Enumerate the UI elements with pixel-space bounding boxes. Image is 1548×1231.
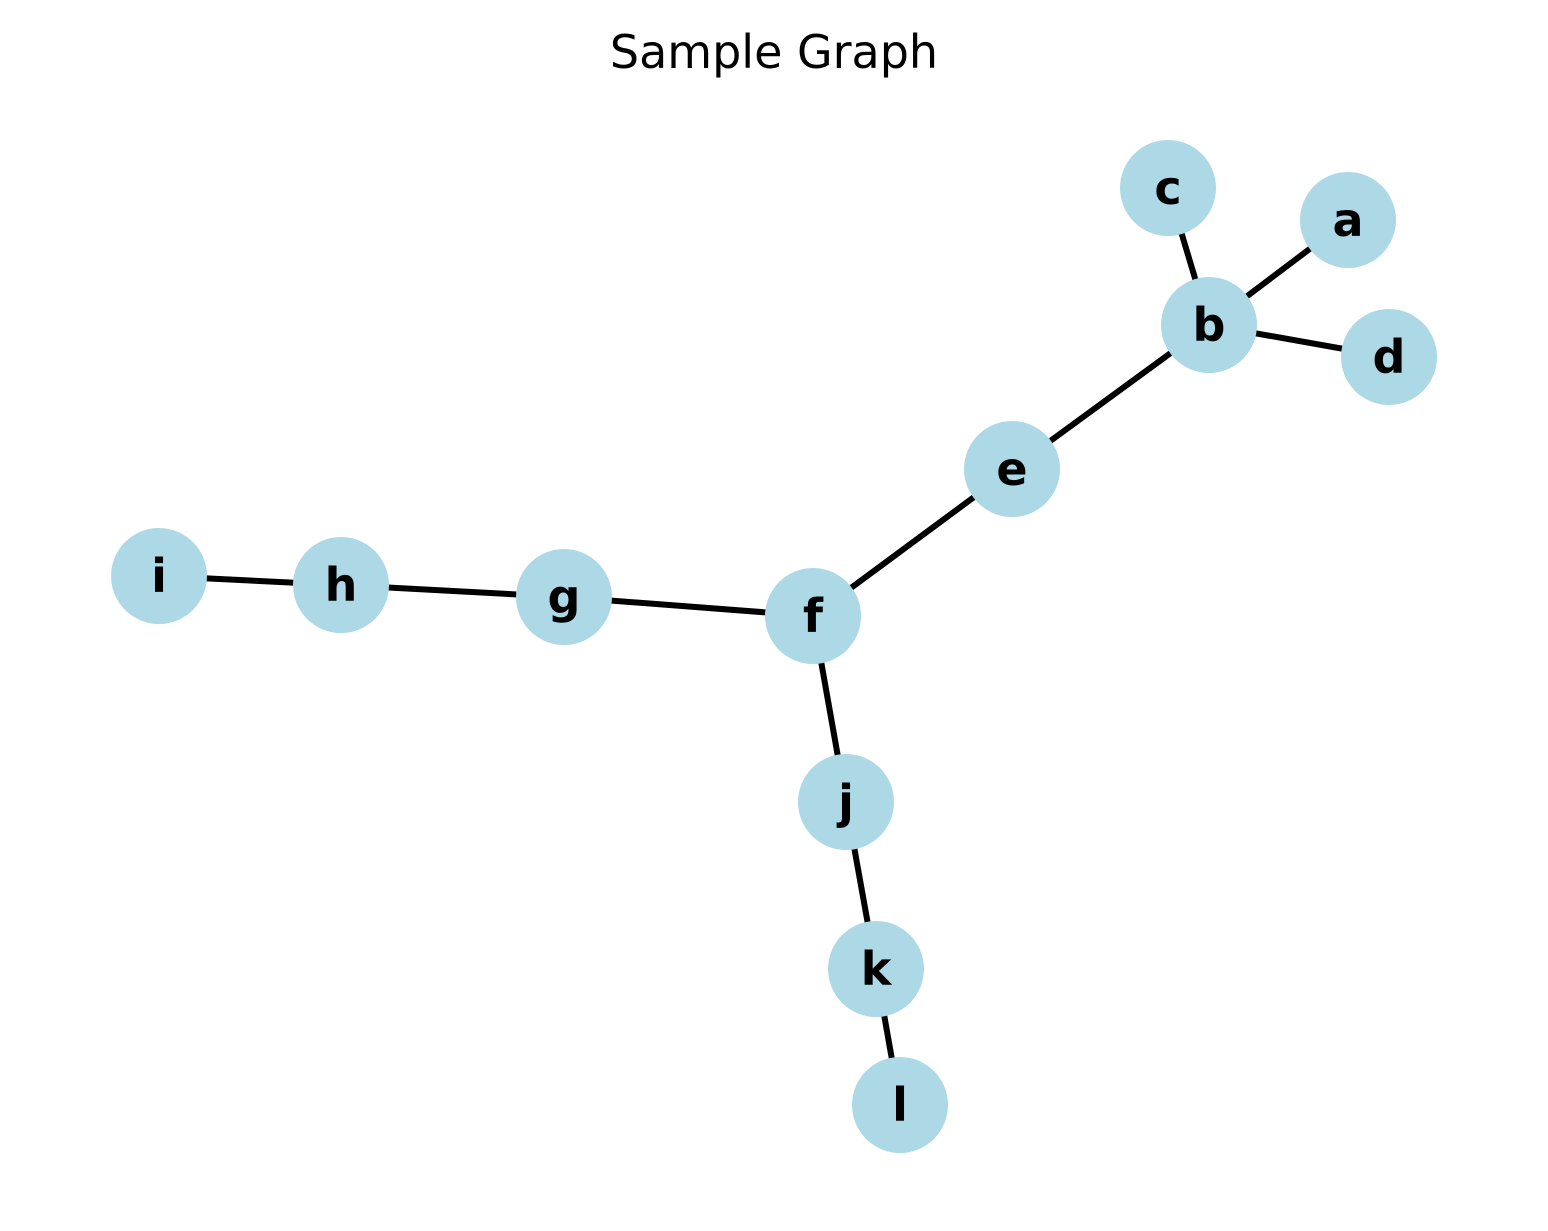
node-b: b	[1161, 277, 1257, 373]
node-label-e: e	[996, 442, 1027, 496]
node-label-h: h	[325, 558, 358, 612]
node-label-j: j	[836, 775, 854, 829]
node-circle-i	[111, 528, 207, 624]
node-circle-l	[852, 1057, 948, 1153]
node-c: c	[1120, 140, 1216, 236]
node-j: j	[798, 754, 894, 850]
node-label-i: i	[151, 549, 167, 603]
node-label-l: l	[892, 1078, 908, 1132]
node-a: a	[1300, 172, 1396, 268]
node-label-k: k	[861, 942, 893, 996]
node-circle-h	[293, 537, 389, 633]
node-e: e	[964, 421, 1060, 517]
node-label-b: b	[1193, 298, 1226, 352]
node-circle-g	[516, 549, 612, 645]
node-d: d	[1341, 309, 1437, 405]
node-circle-d	[1341, 309, 1437, 405]
node-circle-j	[798, 754, 894, 850]
node-label-a: a	[1332, 193, 1363, 247]
node-label-d: d	[1373, 330, 1406, 384]
node-i: i	[111, 528, 207, 624]
node-f: f	[765, 568, 861, 664]
node-g: g	[516, 549, 612, 645]
node-label-g: g	[548, 570, 581, 624]
node-label-f: f	[803, 589, 824, 643]
node-circle-f	[765, 568, 861, 664]
node-circle-b	[1161, 277, 1257, 373]
node-circle-k	[828, 921, 924, 1017]
node-circle-c	[1120, 140, 1216, 236]
node-l: l	[852, 1057, 948, 1153]
node-h: h	[293, 537, 389, 633]
node-k: k	[828, 921, 924, 1017]
node-label-c: c	[1154, 161, 1181, 215]
nodes-layer: a b c d e f g h i j k l	[111, 140, 1437, 1153]
node-circle-a	[1300, 172, 1396, 268]
node-circle-e	[964, 421, 1060, 517]
graph-title: Sample Graph	[609, 25, 939, 79]
